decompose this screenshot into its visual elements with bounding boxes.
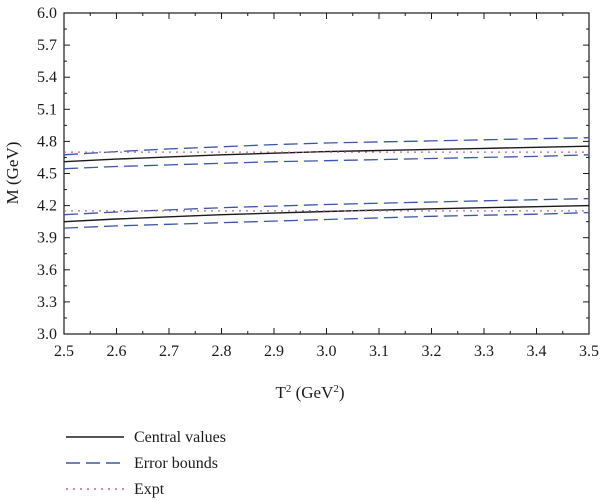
y-tick-label: 3.0 [37,326,57,343]
x-axis-label-sup: 2 [286,383,292,395]
series-solid-lower [64,204,589,223]
series-dashed-upper-high [64,137,589,156]
x-tick-label: 3.2 [422,343,442,360]
x-tick-label: 2.5 [54,343,74,360]
series-layer [64,137,589,229]
y-tick-label: 4.8 [37,133,57,150]
x-axis-label-unit-sup: 2 [333,383,339,395]
x-tick-label: 2.7 [159,343,179,360]
y-tick-label: 6.0 [37,5,57,22]
legend-label: Central values [134,429,226,446]
legend-label: Error bounds [134,455,218,472]
y-tick-label: 3.3 [37,294,57,311]
x-tick-label: 3.4 [527,343,547,360]
y-tick-label: 3.9 [37,230,57,247]
x-axis-label-unit-pre: (GeV [291,383,334,402]
x-axis-label-unit-post: ) [339,383,345,402]
plot-frame [63,12,590,335]
x-axis-label-base: T [275,383,286,402]
y-tick-label: 3.6 [37,262,57,279]
series-solid-upper [64,145,589,163]
y-tick-label: 5.7 [37,37,57,54]
legend: Central values Error bounds Expt [66,429,226,498]
x-tick-label: 3.5 [579,343,599,360]
y-tick-label: 4.2 [37,198,57,215]
ticks-layer: 2.5 2.6 2.7 2.8 2.9 3.0 3.1 3.2 3.3 3.4 3.5 3.0 3.3 3… [37,5,599,360]
y-tick-label: 5.4 [37,69,57,86]
x-tick-label: 3.0 [317,343,337,360]
x-tick-label: 3.3 [474,343,494,360]
series-dashed-lower-low [64,211,589,229]
x-tick-label: 3.1 [369,343,389,360]
x-axis-label: T2 (GeV2) [275,383,344,402]
series-dashed-lower-high [64,197,589,216]
x-tick-label: 2.9 [264,343,284,360]
legend-label: Expt [134,481,165,498]
x-tick-label: 2.6 [107,343,127,360]
y-axis-label: M (GeV) [3,142,22,205]
x-tick-label: 2.8 [212,343,232,360]
y-tick-label: 5.1 [37,101,57,118]
series-dashed-upper-low [64,154,589,170]
y-tick-label: 4.5 [37,166,57,183]
